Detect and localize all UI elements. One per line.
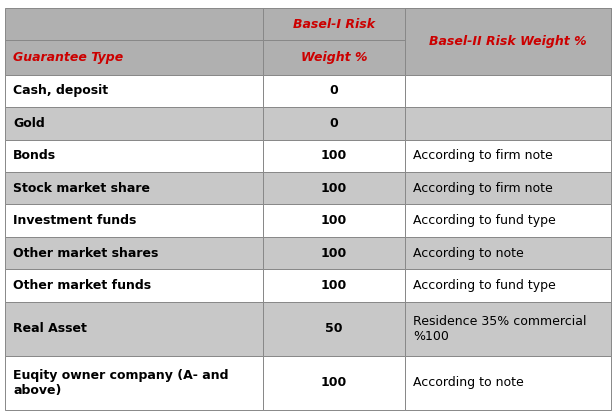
Bar	[405, 172, 611, 205]
Bar	[262, 205, 405, 237]
Text: 100: 100	[321, 376, 347, 389]
Text: 50: 50	[325, 322, 342, 335]
Text: According to note: According to note	[413, 247, 524, 260]
Text: 0: 0	[330, 84, 338, 98]
Bar	[262, 107, 405, 139]
Text: Investment funds: Investment funds	[13, 214, 136, 227]
Text: According to firm note: According to firm note	[413, 182, 553, 195]
Text: Basel-II Risk Weight %: Basel-II Risk Weight %	[429, 35, 587, 48]
Text: Weight %: Weight %	[301, 51, 367, 64]
Bar	[262, 302, 405, 356]
Bar	[405, 302, 611, 356]
Bar	[405, 107, 611, 139]
Text: 100: 100	[321, 279, 347, 292]
Bar	[262, 40, 405, 75]
Bar	[405, 75, 611, 107]
Bar	[5, 107, 262, 139]
Bar	[5, 269, 262, 302]
Bar	[5, 8, 262, 40]
Bar	[405, 205, 611, 237]
Text: Guarantee Type: Guarantee Type	[13, 51, 123, 64]
Bar	[262, 356, 405, 410]
Bar	[5, 205, 262, 237]
Bar	[405, 237, 611, 269]
Text: According to firm note: According to firm note	[413, 149, 553, 162]
Bar	[262, 8, 405, 40]
Text: 100: 100	[321, 214, 347, 227]
Bar	[262, 75, 405, 107]
Text: Cash, deposit: Cash, deposit	[13, 84, 108, 98]
Text: 100: 100	[321, 182, 347, 195]
Bar	[405, 8, 611, 40]
Bar	[5, 356, 262, 410]
Bar	[262, 237, 405, 269]
Text: Real Asset: Real Asset	[13, 322, 87, 335]
Text: Basel-I Risk: Basel-I Risk	[293, 18, 375, 31]
Bar	[5, 237, 262, 269]
Text: Euqity owner company (A- and
above): Euqity owner company (A- and above)	[13, 369, 229, 397]
Text: Bonds: Bonds	[13, 149, 56, 162]
Text: 0: 0	[330, 117, 338, 130]
Bar	[262, 269, 405, 302]
Bar	[5, 302, 262, 356]
Bar	[405, 269, 611, 302]
Text: Other market shares: Other market shares	[13, 247, 158, 260]
Bar	[5, 172, 262, 205]
Text: According to fund type: According to fund type	[413, 214, 556, 227]
Text: Stock market share: Stock market share	[13, 182, 150, 195]
Text: 100: 100	[321, 149, 347, 162]
Bar	[5, 139, 262, 172]
Bar	[262, 172, 405, 205]
Bar	[5, 40, 262, 75]
Text: Gold: Gold	[13, 117, 45, 130]
Bar	[405, 8, 611, 75]
Text: According to fund type: According to fund type	[413, 279, 556, 292]
Bar	[405, 139, 611, 172]
Text: 100: 100	[321, 247, 347, 260]
Text: Other market funds: Other market funds	[13, 279, 151, 292]
Text: Residence 35% commercial
%100: Residence 35% commercial %100	[413, 315, 586, 343]
Bar	[262, 139, 405, 172]
Text: According to note: According to note	[413, 376, 524, 389]
Bar	[405, 356, 611, 410]
Bar	[5, 75, 262, 107]
